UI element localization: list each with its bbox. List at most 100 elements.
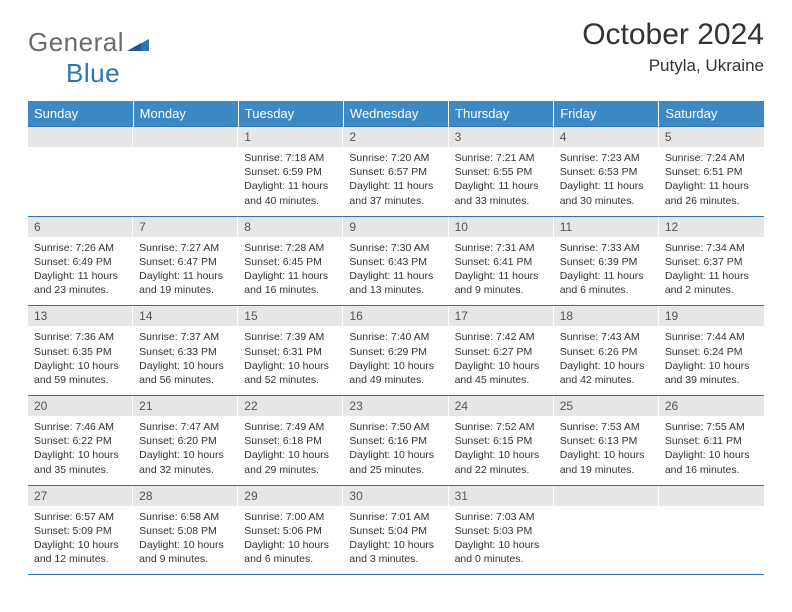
day-line: Daylight: 11 hours and 6 minutes. xyxy=(560,269,653,297)
day-line: Sunset: 6:43 PM xyxy=(349,255,442,269)
month-title: October 2024 xyxy=(582,18,764,52)
day-cell: 18Sunrise: 7:43 AMSunset: 6:26 PMDayligh… xyxy=(554,306,659,396)
day-number: 25 xyxy=(554,396,659,416)
day-content xyxy=(659,506,764,570)
day-cell: 1Sunrise: 7:18 AMSunset: 6:59 PMDaylight… xyxy=(238,127,343,217)
day-cell: 8Sunrise: 7:28 AMSunset: 6:45 PMDaylight… xyxy=(238,216,343,306)
day-line: Daylight: 10 hours and 6 minutes. xyxy=(244,538,337,566)
day-content: Sunrise: 7:52 AMSunset: 6:15 PMDaylight:… xyxy=(449,416,554,485)
day-content: Sunrise: 7:27 AMSunset: 6:47 PMDaylight:… xyxy=(133,237,238,306)
day-line: Sunset: 5:09 PM xyxy=(34,524,127,538)
day-content: Sunrise: 7:53 AMSunset: 6:13 PMDaylight:… xyxy=(554,416,659,485)
day-line: Sunset: 6:24 PM xyxy=(665,345,758,359)
day-line: Sunrise: 7:24 AM xyxy=(665,151,758,165)
day-number: 5 xyxy=(659,127,764,147)
day-cell: 24Sunrise: 7:52 AMSunset: 6:15 PMDayligh… xyxy=(449,396,554,486)
day-number: 18 xyxy=(554,306,659,326)
logo: General Blue xyxy=(28,18,149,89)
day-content: Sunrise: 7:31 AMSunset: 6:41 PMDaylight:… xyxy=(449,237,554,306)
day-header: Thursday xyxy=(449,101,554,127)
day-cell: 14Sunrise: 7:37 AMSunset: 6:33 PMDayligh… xyxy=(133,306,238,396)
day-line: Sunrise: 7:44 AM xyxy=(665,330,758,344)
day-line: Daylight: 10 hours and 42 minutes. xyxy=(560,359,653,387)
day-line: Daylight: 10 hours and 3 minutes. xyxy=(349,538,442,566)
day-line: Sunset: 5:06 PM xyxy=(244,524,337,538)
day-line: Sunrise: 6:57 AM xyxy=(34,510,127,524)
day-line: Sunrise: 7:42 AM xyxy=(455,330,548,344)
day-content: Sunrise: 7:39 AMSunset: 6:31 PMDaylight:… xyxy=(238,326,343,395)
day-cell: 25Sunrise: 7:53 AMSunset: 6:13 PMDayligh… xyxy=(554,396,659,486)
day-line: Sunset: 5:03 PM xyxy=(455,524,548,538)
day-line: Sunrise: 7:30 AM xyxy=(349,241,442,255)
day-number: 26 xyxy=(659,396,764,416)
day-content: Sunrise: 7:49 AMSunset: 6:18 PMDaylight:… xyxy=(238,416,343,485)
day-number: 2 xyxy=(343,127,448,147)
day-line: Sunrise: 7:03 AM xyxy=(455,510,548,524)
day-line: Sunrise: 7:55 AM xyxy=(665,420,758,434)
day-content: Sunrise: 7:46 AMSunset: 6:22 PMDaylight:… xyxy=(28,416,133,485)
day-cell: 10Sunrise: 7:31 AMSunset: 6:41 PMDayligh… xyxy=(449,216,554,306)
day-cell: 12Sunrise: 7:34 AMSunset: 6:37 PMDayligh… xyxy=(659,216,764,306)
day-line: Daylight: 11 hours and 26 minutes. xyxy=(665,179,758,207)
day-line: Daylight: 10 hours and 9 minutes. xyxy=(139,538,232,566)
day-line: Sunset: 5:04 PM xyxy=(349,524,442,538)
day-line: Sunrise: 7:27 AM xyxy=(139,241,232,255)
day-line: Sunrise: 7:39 AM xyxy=(244,330,337,344)
day-content: Sunrise: 7:47 AMSunset: 6:20 PMDaylight:… xyxy=(133,416,238,485)
day-line: Sunrise: 7:00 AM xyxy=(244,510,337,524)
day-line: Daylight: 11 hours and 30 minutes. xyxy=(560,179,653,207)
day-cell: 27Sunrise: 6:57 AMSunset: 5:09 PMDayligh… xyxy=(28,485,133,574)
day-number: 6 xyxy=(28,217,133,237)
day-cell xyxy=(554,485,659,574)
day-number: 28 xyxy=(133,486,238,506)
day-number: 13 xyxy=(28,306,133,326)
day-line: Daylight: 10 hours and 56 minutes. xyxy=(139,359,232,387)
day-number: 17 xyxy=(449,306,554,326)
day-cell: 7Sunrise: 7:27 AMSunset: 6:47 PMDaylight… xyxy=(133,216,238,306)
day-line: Sunrise: 7:43 AM xyxy=(560,330,653,344)
day-number: 29 xyxy=(238,486,343,506)
day-cell: 20Sunrise: 7:46 AMSunset: 6:22 PMDayligh… xyxy=(28,396,133,486)
day-header: Wednesday xyxy=(343,101,448,127)
day-line: Sunrise: 7:31 AM xyxy=(455,241,548,255)
day-number: 22 xyxy=(238,396,343,416)
location: Putyla, Ukraine xyxy=(582,56,764,76)
day-cell: 28Sunrise: 6:58 AMSunset: 5:08 PMDayligh… xyxy=(133,485,238,574)
day-line: Sunset: 6:11 PM xyxy=(665,434,758,448)
logo-text-blue: Blue xyxy=(66,58,120,88)
day-content: Sunrise: 7:43 AMSunset: 6:26 PMDaylight:… xyxy=(554,326,659,395)
calendar-table: Sunday Monday Tuesday Wednesday Thursday… xyxy=(28,101,764,574)
day-number: 4 xyxy=(554,127,659,147)
day-header: Saturday xyxy=(659,101,764,127)
week-row: 13Sunrise: 7:36 AMSunset: 6:35 PMDayligh… xyxy=(28,306,764,396)
day-line: Sunrise: 7:20 AM xyxy=(349,151,442,165)
day-line: Daylight: 10 hours and 0 minutes. xyxy=(455,538,548,566)
day-content: Sunrise: 7:44 AMSunset: 6:24 PMDaylight:… xyxy=(659,326,764,395)
day-number: 11 xyxy=(554,217,659,237)
day-number: 30 xyxy=(343,486,448,506)
day-line: Sunset: 6:22 PM xyxy=(34,434,127,448)
day-line: Sunset: 6:16 PM xyxy=(349,434,442,448)
day-line: Daylight: 11 hours and 13 minutes. xyxy=(349,269,442,297)
day-number: 1 xyxy=(238,127,343,147)
day-number xyxy=(659,486,764,506)
day-header-row: Sunday Monday Tuesday Wednesday Thursday… xyxy=(28,101,764,127)
header: General Blue October 2024 Putyla, Ukrain… xyxy=(28,18,764,89)
day-number: 24 xyxy=(449,396,554,416)
day-content: Sunrise: 7:24 AMSunset: 6:51 PMDaylight:… xyxy=(659,147,764,216)
day-line: Sunrise: 6:58 AM xyxy=(139,510,232,524)
day-number: 3 xyxy=(449,127,554,147)
day-content: Sunrise: 7:33 AMSunset: 6:39 PMDaylight:… xyxy=(554,237,659,306)
day-line: Daylight: 10 hours and 32 minutes. xyxy=(139,448,232,476)
day-cell: 17Sunrise: 7:42 AMSunset: 6:27 PMDayligh… xyxy=(449,306,554,396)
day-content: Sunrise: 7:55 AMSunset: 6:11 PMDaylight:… xyxy=(659,416,764,485)
day-line: Sunrise: 7:34 AM xyxy=(665,241,758,255)
day-line: Sunrise: 7:36 AM xyxy=(34,330,127,344)
day-number: 15 xyxy=(238,306,343,326)
day-line: Sunset: 6:15 PM xyxy=(455,434,548,448)
day-cell xyxy=(133,127,238,217)
day-line: Sunset: 6:45 PM xyxy=(244,255,337,269)
day-header: Tuesday xyxy=(238,101,343,127)
day-line: Daylight: 11 hours and 37 minutes. xyxy=(349,179,442,207)
day-line: Daylight: 11 hours and 23 minutes. xyxy=(34,269,127,297)
